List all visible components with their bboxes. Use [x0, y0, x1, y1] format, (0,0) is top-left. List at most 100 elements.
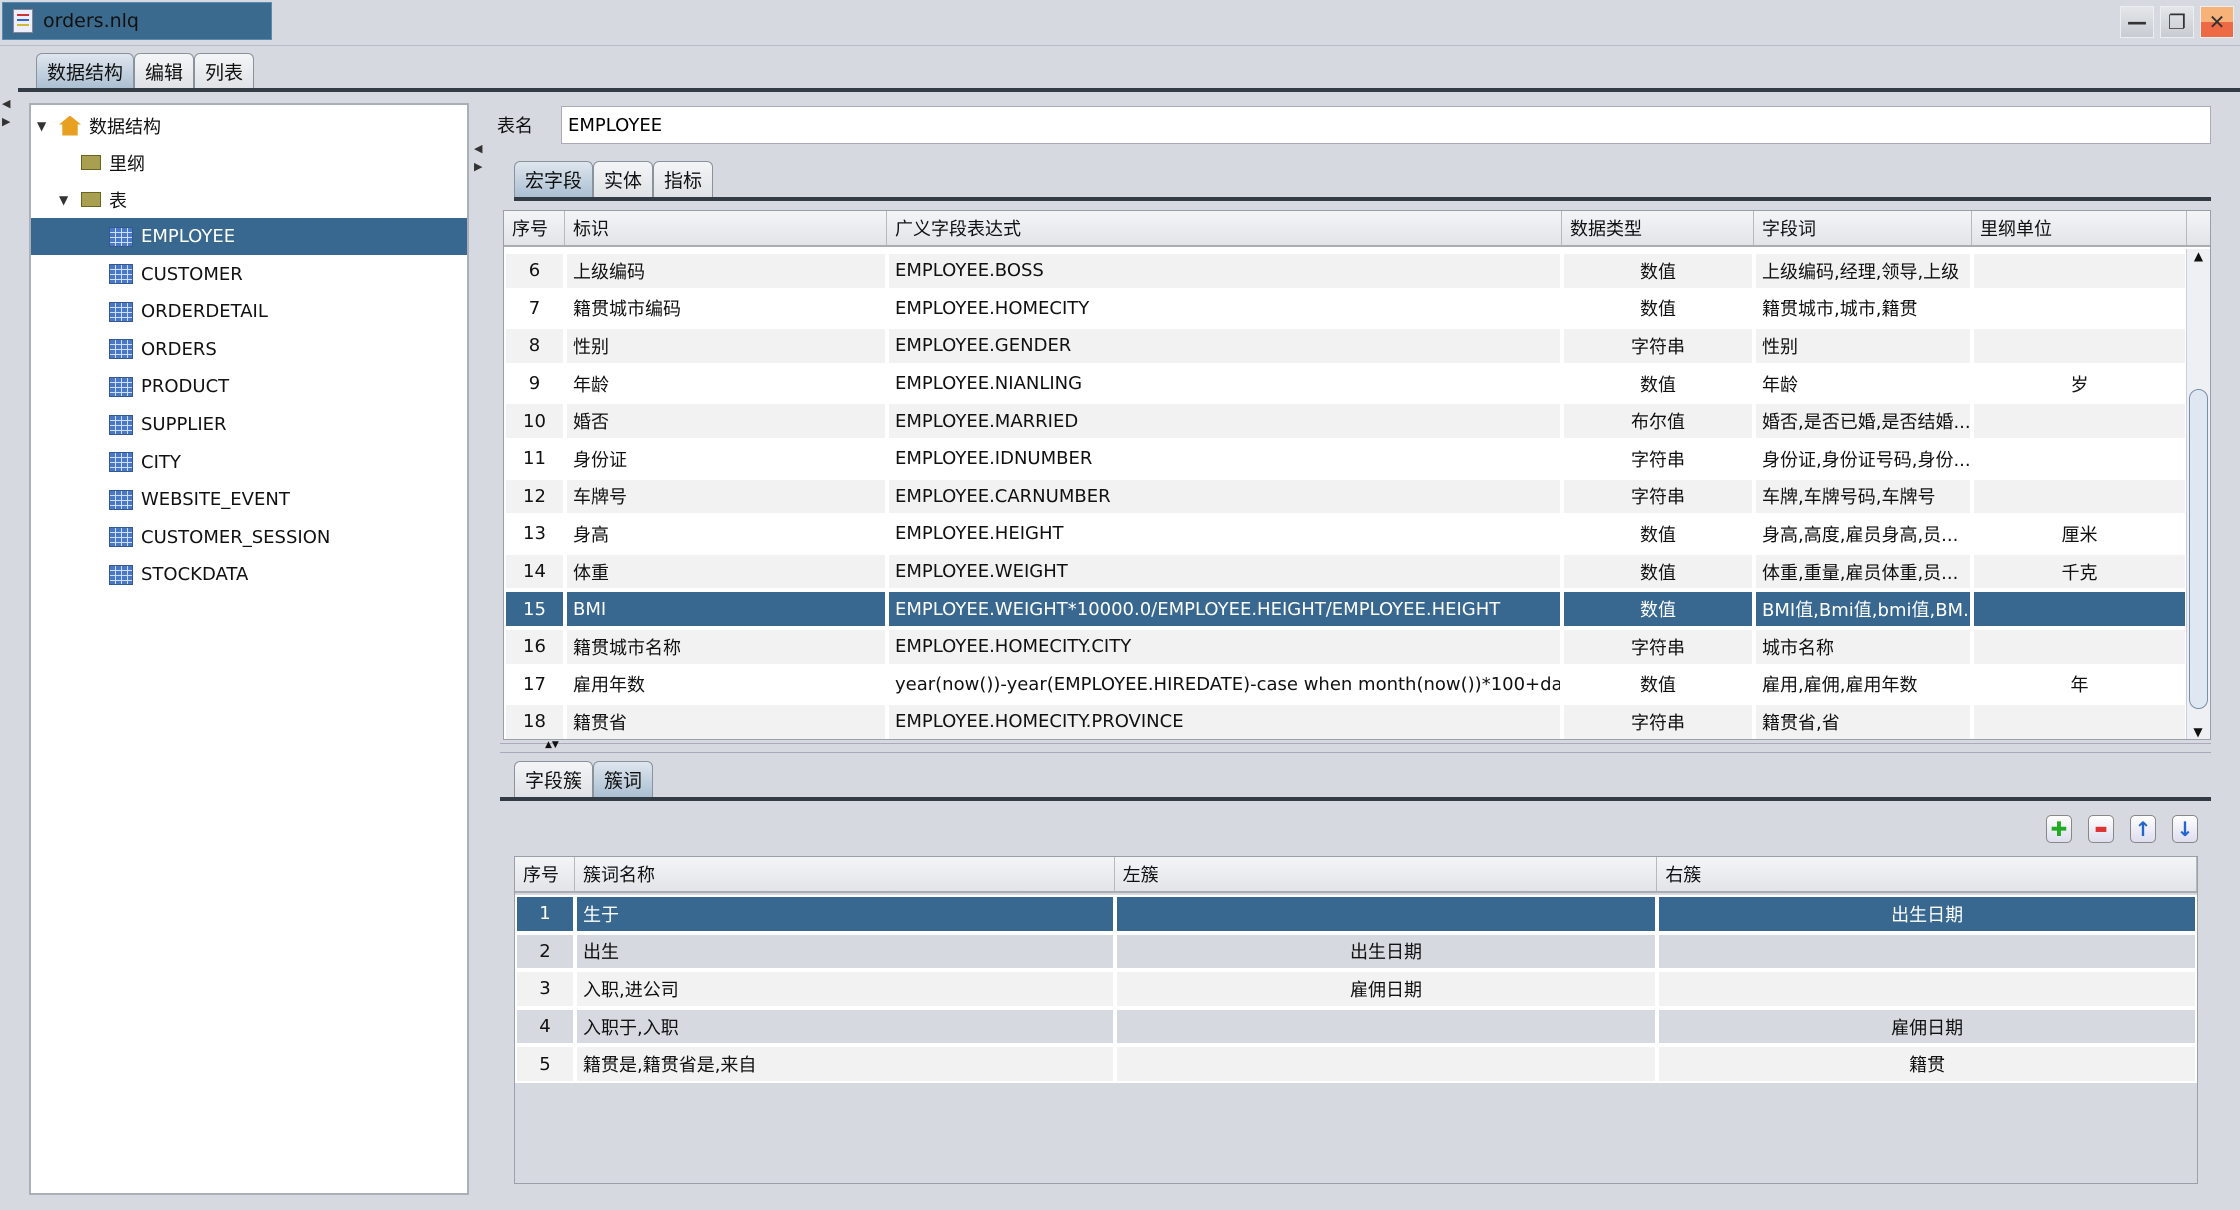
tree-root[interactable]: ▼ 数据结构: [37, 107, 161, 144]
table-icon: [109, 452, 133, 473]
split-divider[interactable]: ▲▼: [500, 740, 2211, 753]
table-row[interactable]: 11 身份证 EMPLOYEE.IDNUMBER 字符串 身份证,身份证号码,身份...: [504, 439, 2210, 478]
table-cell: 车牌,车牌号码,车牌号: [1754, 477, 1972, 516]
main-tabs: 数据结构 编辑 列表: [36, 53, 255, 89]
remove-button[interactable]: ▬: [2088, 815, 2114, 843]
collapse-icon[interactable]: ▼: [37, 118, 47, 133]
move-up-button[interactable]: ↑: [2130, 815, 2156, 843]
side-split-arrows[interactable]: ◀ ▶: [2, 97, 11, 128]
table-cell: 7: [504, 289, 565, 328]
tab-macro-fields[interactable]: 宏字段: [514, 161, 594, 197]
tree-table-item[interactable]: CITY: [31, 444, 467, 481]
table-cell: [1972, 439, 2187, 478]
table-cell: [1972, 590, 2187, 628]
tab-cluster-words[interactable]: 簇词: [593, 761, 654, 797]
table-cell: 8: [504, 327, 565, 365]
table-cell: 雇佣日期: [1657, 1007, 2197, 1046]
table-name-input[interactable]: [561, 106, 2211, 144]
column-header[interactable]: 广义字段表达式: [887, 211, 1562, 245]
table-cell: [1114, 1007, 1658, 1046]
tree-table-item[interactable]: PRODUCT: [31, 368, 467, 405]
table-row[interactable]: 4 入职于,入职 雇佣日期: [515, 1007, 2197, 1046]
tab-list[interactable]: 列表: [194, 53, 255, 89]
scroll-up-icon[interactable]: ▲: [2193, 249, 2204, 263]
table-cell: 雇用,雇佣,雇用年数: [1754, 665, 1972, 704]
table-row[interactable]: 12 车牌号 EMPLOYEE.CARNUMBER 字符串 车牌,车牌号码,车牌号: [504, 477, 2210, 516]
table-cell: 数值: [1562, 590, 1754, 628]
tree-table-item[interactable]: CUSTOMER: [31, 256, 467, 293]
table-row[interactable]: 7 籍贯城市编码 EMPLOYEE.HOMECITY 数值 籍贯城市,城市,籍贯: [504, 289, 2210, 328]
tab-divider: [500, 797, 2211, 801]
restore-button[interactable]: ❐: [2160, 6, 2194, 38]
table-row[interactable]: 14 体重 EMPLOYEE.WEIGHT 数值 体重,重量,雇员体重,员... 千克: [504, 552, 2210, 591]
table-cell: 身份证: [565, 439, 887, 478]
tree-table-item[interactable]: SUPPLIER: [31, 406, 467, 443]
column-header[interactable]: 簇词名称: [575, 857, 1115, 891]
table-cell: 数值: [1562, 665, 1754, 704]
table-row[interactable]: 5 籍贯是,籍贯省是,来自 籍贯: [515, 1045, 2197, 1083]
table-cell: 年: [1972, 665, 2187, 704]
table-row[interactable]: 17 雇用年数 year(now())-year(EMPLOYEE.HIREDATE…: [504, 665, 2210, 704]
column-header[interactable]: 字段词: [1754, 211, 1972, 245]
table-row[interactable]: 3 入职,进公司 雇佣日期: [515, 970, 2197, 1008]
table-cell: 17: [504, 665, 565, 704]
tab-metrics[interactable]: 指标: [653, 161, 714, 197]
table-row[interactable]: 18 籍贯省 EMPLOYEE.HOMECITY.PROVINCE 字符串 籍贯省,省: [504, 703, 2210, 739]
table-icon: [109, 226, 133, 247]
table-cell: 上级编码,经理,领导,上级: [1754, 252, 1972, 290]
clusters-table: 序号 簇词名称 左簇 右簇 1 生于 出生日期 2 出生 出生日期 3 入职,进公司 雇佣日期 4 入职于…: [514, 856, 2198, 1184]
table-cell: EMPLOYEE.IDNUMBER: [887, 439, 1562, 478]
table-row[interactable]: 9 年龄 EMPLOYEE.NIANLING 数值 年龄岁: [504, 364, 2210, 403]
scroll-down-icon[interactable]: ▼: [2193, 725, 2203, 739]
table-cell: [1972, 252, 2187, 290]
tree-folder-tables[interactable]: ▼ 表: [59, 181, 127, 218]
table-cell: 年龄: [565, 364, 887, 403]
add-button[interactable]: ✚: [2046, 815, 2072, 843]
table-cell: 出生日期: [1657, 895, 2197, 933]
tree-table-item[interactable]: ORDERS: [31, 331, 467, 368]
tab-entity[interactable]: 实体: [593, 161, 654, 197]
table-row[interactable]: 16 籍贯城市名称 EMPLOYEE.HOMECITY.CITY 字符串 城市名称: [504, 627, 2210, 666]
vertical-scrollbar[interactable]: ▲ ▼: [2186, 249, 2210, 739]
tree-table-item[interactable]: ORDERDETAIL: [31, 293, 467, 330]
move-down-button[interactable]: ↓: [2172, 815, 2198, 843]
table-cell: 籍贯是,籍贯省是,来自: [574, 1045, 1115, 1083]
table-cell: 雇佣日期: [1114, 970, 1658, 1008]
tree-table-item[interactable]: WEBSITE_EVENT: [31, 481, 467, 518]
document-tab[interactable]: orders.nlq: [2, 2, 272, 40]
split-arrows-icon[interactable]: ▲▼: [545, 740, 559, 750]
table-cell: BMI: [565, 590, 887, 628]
table-row[interactable]: 13 身高 EMPLOYEE.HEIGHT 数值 身高,高度,雇员身高,员... 厘米: [504, 515, 2210, 553]
tree-table-item[interactable]: EMPLOYEE: [31, 218, 467, 255]
collapse-icon[interactable]: ▼: [59, 192, 69, 207]
table-row[interactable]: 8 性别 EMPLOYEE.GENDER 字符串 性别: [504, 327, 2210, 365]
table-cell: EMPLOYEE.HOMECITY: [887, 289, 1562, 328]
tree-table-item[interactable]: STOCKDATA: [31, 556, 467, 593]
column-header[interactable]: 数据类型: [1562, 211, 1754, 245]
tree-table-item[interactable]: CUSTOMER_SESSION: [31, 519, 467, 556]
table-cell: [1972, 289, 2187, 328]
column-header[interactable]: 右簇: [1657, 857, 2197, 891]
column-header[interactable]: 左簇: [1115, 857, 1658, 891]
tree-folder-outline[interactable]: 里纲: [81, 144, 145, 181]
table-row[interactable]: 2 出生 出生日期: [515, 932, 2197, 971]
table-row[interactable]: 6 上级编码 EMPLOYEE.BOSS 数值 上级编码,经理,领导,上级: [504, 252, 2210, 290]
tab-data-structure[interactable]: 数据结构: [36, 53, 135, 89]
table-cell: 16: [504, 627, 565, 666]
column-header[interactable]: 里纲单位: [1972, 211, 2187, 245]
column-header[interactable]: 标识: [565, 211, 887, 245]
tree-table-label: WEBSITE_EVENT: [141, 489, 290, 511]
close-button[interactable]: ✕: [2200, 6, 2234, 38]
table-cell: 婚否,是否已婚,是否结婚...: [1754, 402, 1972, 440]
table-row[interactable]: 10 婚否 EMPLOYEE.MARRIED 布尔值 婚否,是否已婚,是否结婚...: [504, 402, 2210, 440]
column-header[interactable]: 序号: [504, 211, 565, 245]
table-row[interactable]: 1 生于 出生日期: [515, 895, 2197, 933]
minimize-button[interactable]: —: [2120, 6, 2154, 38]
tab-edit[interactable]: 编辑: [134, 53, 195, 89]
column-header[interactable]: 序号: [515, 857, 575, 891]
split-arrows[interactable]: ◀ ▶: [474, 142, 483, 173]
table-row[interactable]: 15 BMI EMPLOYEE.WEIGHT*10000.0/EMPLOYEE.HE…: [504, 590, 2210, 628]
scrollbar-thumb[interactable]: [2189, 389, 2208, 709]
fields-table: 序号 标识 广义字段表达式 数据类型 字段词 里纲单位 6 上级编码 EMPLOYEE.BOS…: [503, 210, 2211, 740]
tab-field-clusters[interactable]: 字段簇: [514, 761, 594, 797]
